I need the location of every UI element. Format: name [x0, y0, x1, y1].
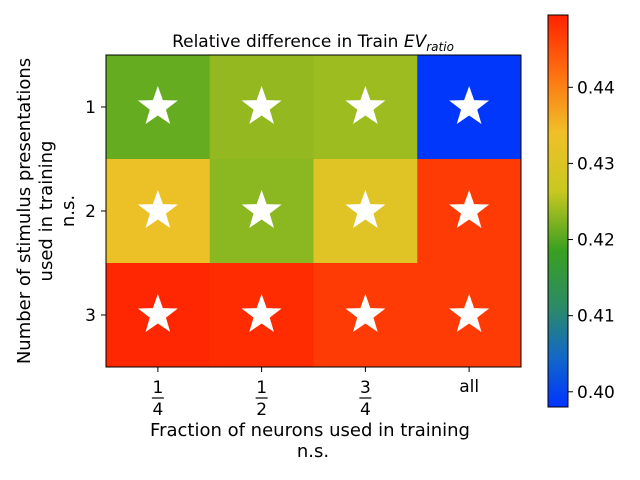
colorbar-tick-label-4: 0.43: [577, 154, 615, 174]
significance-star-r3-c3: [345, 294, 386, 332]
significance-star-r1-c4: [449, 86, 490, 124]
colorbar-tick-label-2: 0.41: [577, 307, 615, 327]
x-axis-label-note: n.s.: [297, 441, 329, 462]
significance-star-r2-c4: [449, 190, 490, 228]
significance-star-r2-c3: [345, 190, 386, 228]
x-tick-numerator-1: 1: [152, 378, 163, 398]
x-tick-label-4: all: [459, 377, 479, 397]
significance-star-r2-c1: [137, 190, 178, 228]
y-tick-label-3: 3: [85, 306, 96, 326]
significance-star-r3-c1: [137, 294, 178, 332]
y-axis-label: Number of stimulus presentations used in…: [14, 58, 79, 364]
x-tick-denominator-3: 4: [360, 400, 371, 420]
x-tick-numerator-2: 1: [256, 378, 267, 398]
y-axis-label-line-3: n.s.: [58, 195, 79, 227]
x-tick-denominator-2: 2: [256, 400, 267, 420]
x-axis-label: Fraction of neurons used in training: [150, 420, 470, 441]
significance-star-r3-c2: [241, 294, 282, 332]
colorbar-tick-label-1: 0.40: [577, 383, 615, 403]
x-tick-numerator-3: 3: [360, 378, 371, 398]
y-axis-label-line-2: used in training: [36, 141, 57, 282]
colorbar: [547, 14, 569, 408]
significance-star-r3-c4: [449, 294, 490, 332]
significance-star-r1-c1: [137, 86, 178, 124]
significance-star-r1-c2: [241, 86, 282, 124]
colorbar-tick-label-3: 0.42: [577, 231, 615, 251]
x-tick-denominator-1: 4: [152, 400, 163, 420]
colorbar-tick-label-5: 0.44: [577, 78, 615, 98]
y-tick-label-2: 2: [85, 202, 96, 222]
y-axis-label-line-1: Number of stimulus presentations: [14, 58, 35, 364]
chart-title: Relative difference in Train EVratio: [172, 32, 454, 54]
y-tick-label-1: 1: [85, 98, 96, 118]
colorbar-ticks: 0.40 0.41 0.42 0.43 0.44: [568, 78, 615, 403]
significance-markers: [137, 86, 490, 332]
y-axis-ticks: 1 2 3: [85, 98, 106, 326]
significance-star-r2-c2: [241, 190, 282, 228]
significance-star-r1-c3: [345, 86, 386, 124]
